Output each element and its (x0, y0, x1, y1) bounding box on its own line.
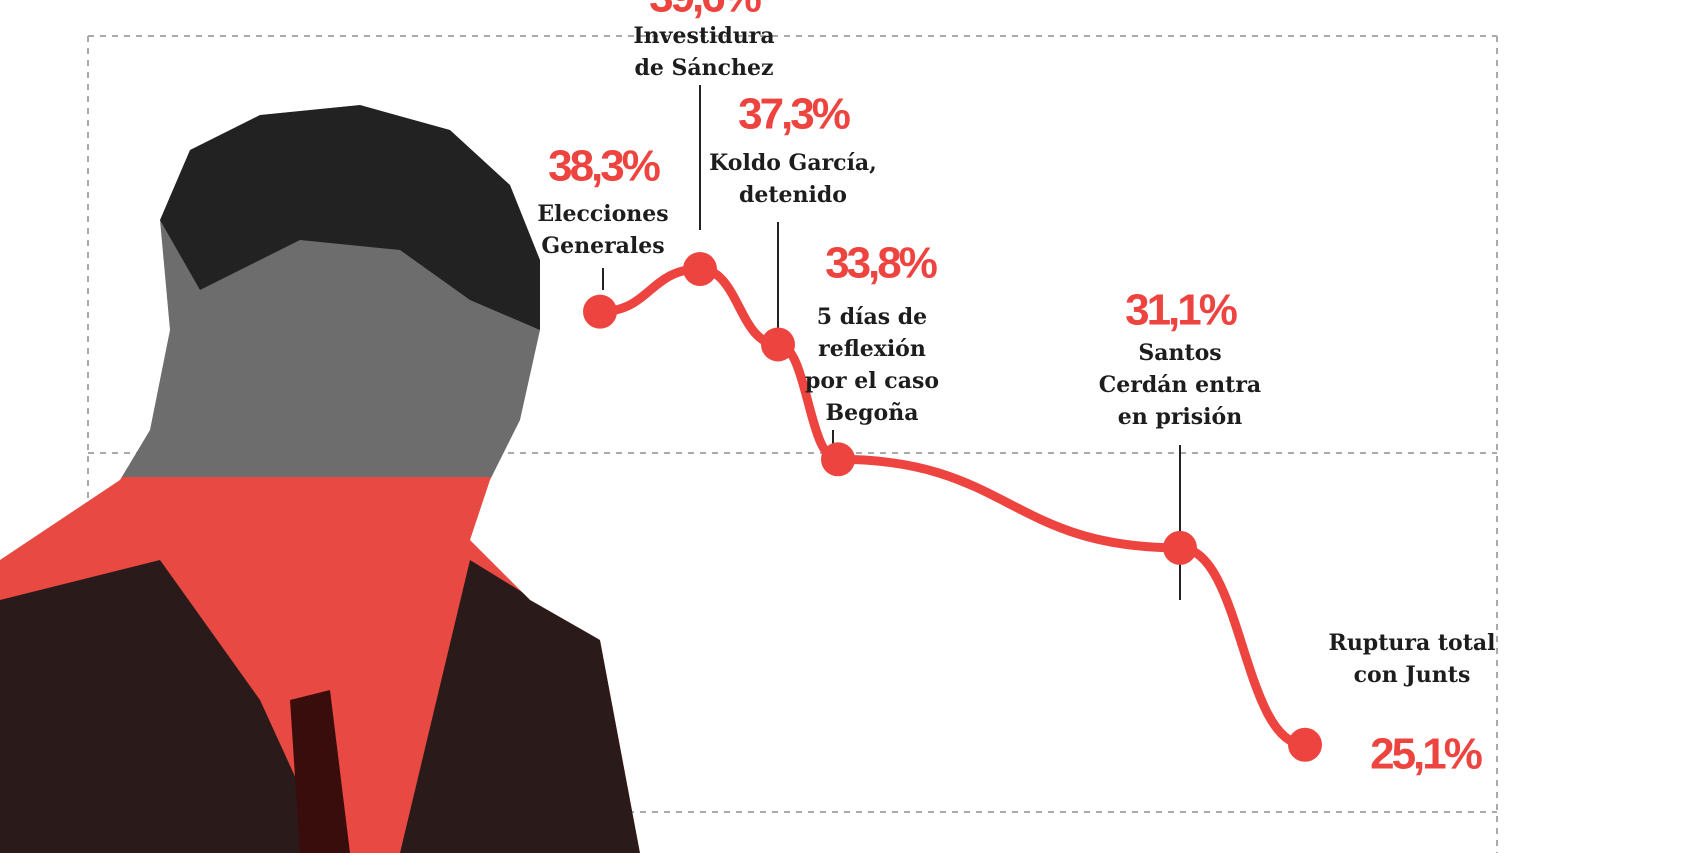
event-label-line: de Sánchez (634, 55, 773, 81)
event-label-line: detenido (739, 182, 847, 208)
point (583, 294, 617, 329)
event-label-line: Investidura (633, 23, 774, 49)
jacket (0, 560, 330, 853)
value-label: 37,3% (738, 89, 850, 138)
event-label-line: Begoña (826, 400, 919, 426)
frame (87, 35, 1498, 853)
point (821, 442, 855, 477)
event-label-line: en prisión (1118, 404, 1242, 430)
value-label: 33,8% (825, 238, 937, 287)
event-label-line: Generales (541, 233, 664, 259)
value-label: 38,3% (548, 141, 660, 190)
event-label-line: Santos (1138, 340, 1221, 366)
point (1163, 530, 1197, 565)
value-label: 39,6% (649, 0, 761, 21)
event-label-line: Ruptura total (1329, 630, 1496, 656)
event-label: Ruptura total con Junts (1329, 630, 1496, 688)
event-label-line: 5 días de (817, 304, 927, 330)
tie (290, 690, 350, 853)
event-label-line: Elecciones (537, 201, 668, 227)
value-label: 25,1% (1370, 729, 1482, 778)
jacket (400, 560, 640, 853)
event-label-line: Koldo García, (709, 150, 877, 176)
point (683, 252, 717, 287)
hair (160, 105, 540, 330)
event-label: Elecciones Generales (537, 201, 668, 259)
photo (0, 105, 640, 853)
event-label: Koldo García, detenido (709, 150, 877, 208)
event-label-line: por el caso (805, 368, 939, 394)
event-label-line: con Junts (1354, 662, 1471, 688)
event-label: 5 días de reflexión por el caso Begoña (805, 304, 939, 426)
event-label-line: reflexión (818, 336, 926, 362)
event-label-line: Cerdán entra (1099, 372, 1261, 398)
point (1288, 727, 1322, 762)
value-label: 31,1% (1125, 285, 1237, 334)
event-label: Investidura de Sánchez (633, 23, 774, 81)
point (761, 327, 795, 362)
event-label: Santos Cerdán entra en prisión (1099, 340, 1261, 430)
